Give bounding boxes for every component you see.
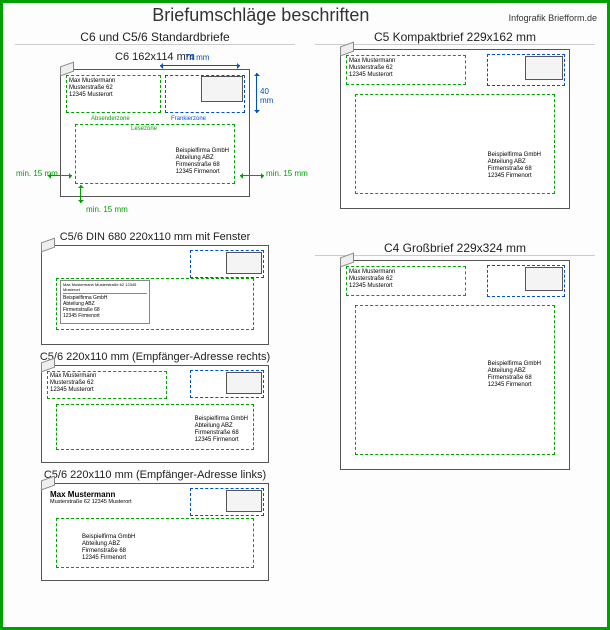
c6-wrap: Max Mustermann Musterstraße 62 12345 Mus…: [30, 65, 280, 225]
c56win-envelope: Max Mustermann Musterstraße 62 12345 Mus…: [41, 245, 269, 345]
c4-sender: Max Mustermann Musterstraße 62 12345 Mus…: [349, 269, 395, 290]
recipient-line: Firmenstraße 68: [195, 430, 248, 437]
recipient-line: Firmenstraße 68: [488, 375, 541, 382]
c4-head: C4 Großbrief 229x324 mm: [315, 241, 595, 256]
sender-line: Max Mustermann: [349, 58, 395, 65]
dim-top-label: 74 mm: [185, 53, 209, 62]
margin-bottom-label: min. 15 mm: [86, 205, 128, 214]
c56l-recipient: Beispielfirma GmbH Abteilung ABZ Firmens…: [82, 534, 135, 562]
recipient-line: Abteilung ABZ: [488, 368, 541, 375]
c56l-sender: Max Mustermann Musterstraße 62 12345 Mus…: [50, 490, 132, 506]
c56r-recipient: Beispielfirma GmbH Abteilung ABZ Firmens…: [195, 416, 248, 444]
c56win-head: C5/6 DIN 680 220x110 mm mit Fenster: [15, 231, 295, 243]
dim-right-arrow: [256, 73, 257, 113]
page-title: Briefumschläge beschriften: [13, 5, 509, 26]
frankier-label: Frankierzone: [171, 116, 206, 122]
recipient-line: 12345 Firmenort: [176, 169, 229, 176]
recipient-line: Abteilung ABZ: [488, 159, 541, 166]
recipient-line: Abteilung ABZ: [82, 541, 135, 548]
c5-recipient: Beispielfirma GmbH Abteilung ABZ Firmens…: [488, 152, 541, 180]
frankier-zone: [190, 250, 264, 278]
credit-text: Infografik Briefform.de: [509, 13, 597, 23]
margin-right-label: min. 15 mm: [266, 169, 308, 178]
c5-sender: Max Mustermann Musterstraße 62 12345 Mus…: [349, 58, 395, 79]
frankier-zone: [190, 370, 264, 398]
frankier-zone: [487, 54, 565, 86]
sender-line: Musterstraße 62: [349, 65, 395, 72]
recipient-line: Beispielfirma GmbH: [488, 152, 541, 159]
dim-top-arrow: [160, 65, 240, 66]
c6-recipient: Beispielfirma GmbH Abteilung ABZ Firmens…: [176, 148, 229, 176]
left-section-head: C6 und C5/6 Standardbriefe: [15, 30, 295, 45]
sender-bold: Max Mustermann: [50, 490, 132, 499]
margin-bottom-arrow: [80, 185, 81, 203]
c56r-envelope: Max Mustermann Musterstraße 62 12345 Mus…: [41, 365, 269, 463]
c6-envelope: Max Mustermann Musterstraße 62 12345 Mus…: [60, 69, 250, 197]
frankier-zone: [487, 265, 565, 297]
c5-envelope: Max Mustermann Musterstraße 62 12345 Mus…: [340, 49, 570, 209]
sender-sub: Musterstraße 62 12345 Musterort: [50, 499, 132, 505]
c56r-head: C5/6 220x110 mm (Empfänger-Adresse recht…: [15, 351, 295, 363]
recipient-line: Beispielfirma GmbH: [488, 361, 541, 368]
columns: C6 und C5/6 Standardbriefe C6 162x114 mm…: [3, 26, 607, 581]
c6-head: C6 162x114 mm: [15, 51, 295, 63]
right-column: C5 Kompaktbrief 229x162 mm Max Musterman…: [315, 28, 595, 581]
margin-left-label: min. 15 mm: [16, 169, 58, 178]
title-row: Briefumschläge beschriften Infografik Br…: [3, 3, 607, 26]
recipient-line: 12345 Firmenort: [488, 382, 541, 389]
recipient-line: Firmenstraße 68: [176, 162, 229, 169]
dim-right-label: 40 mm: [260, 87, 280, 105]
frankier-zone: [190, 488, 264, 516]
absender-label: Absenderzone: [91, 116, 130, 122]
margin-right-arrow: [240, 175, 264, 176]
infographic-frame: Briefumschläge beschriften Infografik Br…: [0, 0, 610, 630]
sender-line: Musterstraße 62: [349, 276, 395, 283]
recipient-line: Beispielfirma GmbH: [82, 534, 135, 541]
sender-line: Max Mustermann: [50, 373, 96, 380]
c4-envelope: Max Mustermann Musterstraße 62 12345 Mus…: [340, 260, 570, 470]
sender-line: 12345 Musterort: [349, 283, 395, 290]
recipient-line: Beispielfirma GmbH: [176, 148, 229, 155]
sender-line: Max Mustermann: [349, 269, 395, 276]
c56l-head: C5/6 220x110 mm (Empfänger-Adresse links…: [15, 469, 295, 481]
recipient-line: 12345 Firmenort: [488, 173, 541, 180]
c5-head: C5 Kompaktbrief 229x162 mm: [315, 30, 595, 45]
recipient-line: Beispielfirma GmbH: [195, 416, 248, 423]
recipient-line: Firmenstraße 68: [488, 166, 541, 173]
recipient-line: 12345 Firmenort: [195, 437, 248, 444]
lese-zone: [56, 278, 254, 330]
sender-line: 12345 Musterort: [50, 387, 96, 394]
absender-zone: [66, 75, 161, 113]
left-column: C6 und C5/6 Standardbriefe C6 162x114 mm…: [15, 28, 295, 581]
recipient-line: Firmenstraße 68: [82, 548, 135, 555]
sender-line: 12345 Musterort: [349, 72, 395, 79]
recipient-line: Abteilung ABZ: [195, 423, 248, 430]
recipient-line: Abteilung ABZ: [176, 155, 229, 162]
frankier-zone: [165, 75, 245, 113]
c56l-envelope: Max Mustermann Musterstraße 62 12345 Mus…: [41, 483, 269, 581]
c56r-sender: Max Mustermann Musterstraße 62 12345 Mus…: [50, 373, 96, 394]
recipient-line: 12345 Firmenort: [82, 555, 135, 562]
sender-line: Musterstraße 62: [50, 380, 96, 387]
c4-recipient: Beispielfirma GmbH Abteilung ABZ Firmens…: [488, 361, 541, 389]
